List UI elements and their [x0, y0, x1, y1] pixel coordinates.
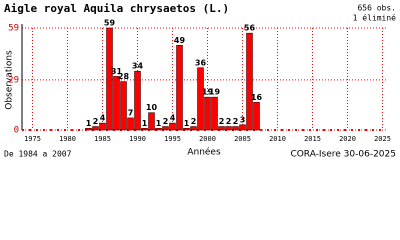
y-tick-label: 0: [14, 126, 19, 136]
value-label: 56: [244, 24, 256, 33]
value-label: 16: [251, 93, 263, 102]
x-tick-label: 2025: [374, 135, 391, 143]
value-label: 2: [219, 117, 225, 126]
bar: [218, 126, 225, 131]
value-label: 2: [226, 117, 232, 126]
bar: [176, 44, 183, 131]
y-axis-label: Observations: [5, 50, 15, 110]
bar: [190, 126, 197, 131]
bar: [232, 126, 239, 131]
bar: [204, 96, 211, 131]
bar: [183, 127, 190, 131]
value-label: 59: [104, 19, 116, 28]
value-label: 34: [132, 62, 144, 71]
bar: [127, 117, 134, 131]
x-tick-label: 2000: [199, 135, 216, 143]
bar: [169, 122, 176, 131]
value-label: 2: [233, 117, 239, 126]
value-label: 28: [118, 72, 130, 81]
bar: [113, 76, 120, 131]
bar: [134, 70, 141, 131]
bar: [239, 124, 246, 131]
note: 1 éliminé: [353, 13, 397, 23]
x-axis-label: Années: [187, 147, 221, 158]
value-label: 31: [111, 67, 123, 76]
value-label: 36: [195, 58, 207, 67]
value-label: 10: [146, 103, 158, 112]
value-label: 4: [100, 114, 106, 123]
y-tick-label: 29: [8, 75, 19, 85]
bar: [225, 126, 232, 131]
x-tick-label: 1995: [164, 135, 181, 143]
bar: [92, 126, 99, 131]
value-label: 19: [209, 88, 221, 97]
x-tick-label: 1990: [129, 135, 146, 143]
x-tick-label: 2015: [304, 135, 321, 143]
bar: [85, 127, 92, 131]
x-tick-label: 2020: [339, 135, 356, 143]
bar: [141, 127, 148, 131]
period: De 1984 a 2007: [4, 150, 72, 159]
value-label: 1: [142, 119, 148, 128]
bar: [197, 67, 204, 131]
bar: [106, 27, 113, 131]
bar: [162, 126, 169, 131]
x-tick-label: 2010: [269, 135, 286, 143]
bar: [155, 127, 162, 131]
value-label: 1: [156, 119, 162, 128]
bar: [148, 112, 155, 131]
y-tick-label: 59: [8, 24, 19, 34]
value-label: 2: [191, 117, 197, 126]
value-label: 49: [174, 36, 186, 45]
bar: [120, 81, 127, 131]
x-tick-label: 1980: [59, 135, 76, 143]
bar: [253, 102, 260, 131]
chart-title: Aigle royal Aquila chrysaetos (L.): [4, 2, 229, 15]
chart: Aigle royal Aquila chrysaetos (L.) 656 o…: [4, 2, 397, 160]
value-label: 7: [128, 108, 134, 117]
value-label: 1: [86, 119, 92, 128]
x-tick-label: 1985: [94, 135, 111, 143]
bar: [211, 96, 218, 131]
bar: [246, 32, 253, 131]
value-label: 2: [163, 117, 169, 126]
value-label: 4: [170, 114, 176, 123]
source: CORA-Isere 30-06-2025: [290, 150, 396, 160]
note: 656 obs.: [357, 4, 396, 13]
value-label: 1: [184, 119, 190, 128]
value-label: 3: [240, 115, 246, 124]
bar: [99, 122, 106, 131]
value-label: 19: [202, 88, 214, 97]
value-label: 2: [93, 117, 99, 126]
x-tick-label: 1975: [24, 135, 41, 143]
x-tick-label: 2005: [234, 135, 251, 143]
